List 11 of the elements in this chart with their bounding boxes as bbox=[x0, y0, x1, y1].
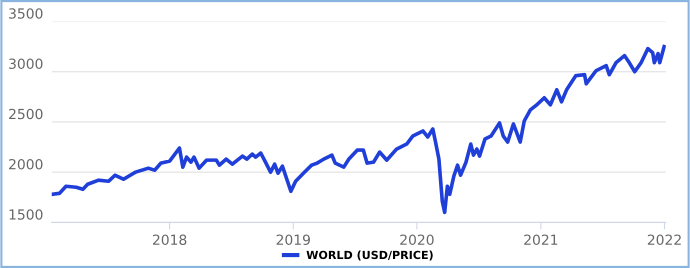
x-tick-label: 2018 bbox=[152, 234, 186, 245]
y-tick-label: 1500 bbox=[10, 209, 42, 220]
y-tick-label: 3000 bbox=[9, 58, 42, 69]
x-tick-label: 2022 bbox=[648, 234, 681, 245]
legend-label: WORLD (USD/PRICE) bbox=[306, 250, 433, 260]
x-tick-label: 2020 bbox=[400, 234, 434, 245]
x-tick-label: 2021 bbox=[524, 234, 558, 245]
y-tick-label: 2000 bbox=[9, 158, 42, 170]
y-tick-label: 3500 bbox=[9, 8, 42, 19]
y-tick-label: 2500 bbox=[9, 108, 42, 120]
x-tick-label: 2019 bbox=[276, 234, 310, 245]
